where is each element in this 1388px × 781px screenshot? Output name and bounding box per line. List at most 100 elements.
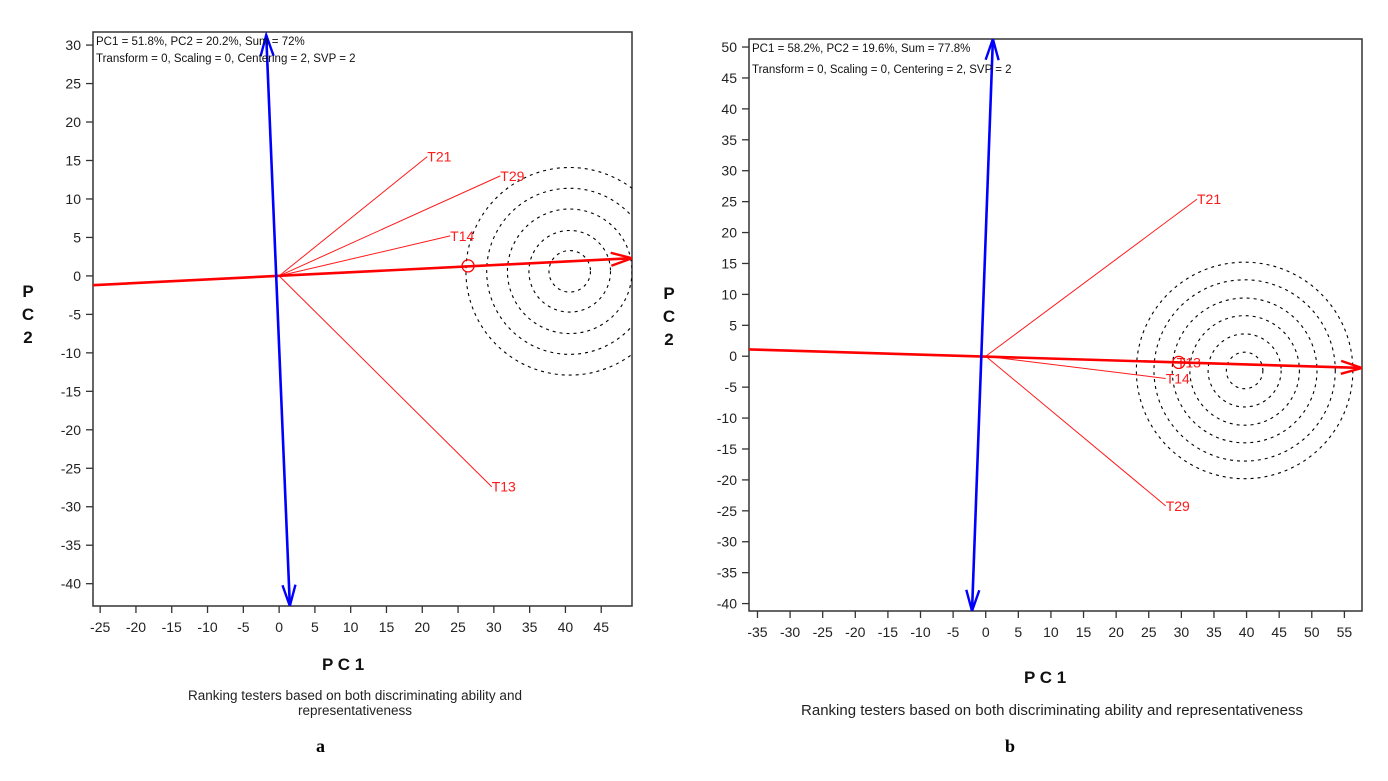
info-line-2: Transform = 0, Scaling = 0, Centering = … <box>96 53 356 65</box>
caption-b: Ranking testers based on both discrimina… <box>740 702 1364 719</box>
y-tick-label: -20 <box>717 472 737 488</box>
y-tick-label: -5 <box>725 379 738 395</box>
concentric-circle <box>486 187 632 355</box>
plot-area: T21T13T14T29 <box>749 39 1362 611</box>
y-tick-label: -15 <box>61 383 81 399</box>
panel-label-a: a <box>316 736 325 756</box>
aec-abscissa <box>749 348 1362 370</box>
aec-ordinate-arrowhead <box>965 589 981 611</box>
caption-a: Ranking testers based on both discrimina… <box>150 688 560 718</box>
y-tick-label: -40 <box>61 576 81 592</box>
y-tick-label: 40 <box>721 101 737 117</box>
x-tick-label: 30 <box>1174 624 1190 640</box>
x-tick-label: -5 <box>237 619 250 635</box>
plot-area: T21 T29 T14 T13 <box>93 32 632 606</box>
y-tick-label: 30 <box>721 163 737 179</box>
x-tick-label: -10 <box>910 624 930 640</box>
x-tick-label: -20 <box>845 624 865 640</box>
concentric-circle <box>548 249 592 293</box>
x-tick-label: 15 <box>379 619 395 635</box>
plot-frame <box>92 31 633 607</box>
x-tick-label: 45 <box>1271 624 1287 640</box>
concentric-circle <box>506 208 632 335</box>
y-tick-label: 5 <box>729 317 737 333</box>
y-tick-label: -15 <box>717 441 737 457</box>
y-tick-label: 20 <box>721 225 737 241</box>
y-tick-label: 15 <box>721 255 737 271</box>
info-line-1: PC1 = 51.8%, PC2 = 20.2%, Sum = 72% <box>96 36 305 48</box>
caption-a-line-2: representativeness <box>297 703 413 718</box>
x-tick-label: 35 <box>1206 624 1222 640</box>
aec-ordinate <box>970 39 995 611</box>
x-tick-label: -15 <box>162 619 182 635</box>
y-tick-label: 0 <box>729 348 737 364</box>
y-tick-label: 0 <box>73 268 81 284</box>
y-axis-label-b: P C 2 <box>662 284 676 349</box>
y-tick-label: -10 <box>61 345 81 361</box>
y-tick-label: 35 <box>721 132 737 148</box>
concentric-circle <box>1225 351 1264 390</box>
x-tick-label: 0 <box>275 619 283 635</box>
tester-vector-T29 <box>278 175 501 277</box>
concentric-circle <box>1171 297 1318 444</box>
y-tick-label: 5 <box>73 229 81 245</box>
x-tick-label: 10 <box>1043 624 1059 640</box>
y-tick-label: 10 <box>65 191 81 207</box>
x-axis-label-b: P C 1 <box>1024 668 1067 687</box>
tester-vector-T21 <box>985 198 1198 357</box>
x-tick-label: -30 <box>780 624 800 640</box>
x-tick-label: 25 <box>1141 624 1157 640</box>
y-axis-label-a: P C 2 <box>21 282 35 347</box>
plot-frame <box>748 38 1363 612</box>
x-tick-label: 40 <box>558 619 574 635</box>
tester-label-T13: T13 <box>492 479 516 495</box>
y-tick-label: 50 <box>721 39 737 55</box>
tester-vector-T14 <box>278 235 451 277</box>
tester-label-T29: T29 <box>1166 498 1190 514</box>
y-tick-label: 20 <box>65 114 81 130</box>
concentric-circle <box>528 229 612 313</box>
x-tick-label: 25 <box>450 619 466 635</box>
y-tick-label: -30 <box>717 534 737 550</box>
x-tick-label: -15 <box>878 624 898 640</box>
panel-label-b: b <box>1005 736 1016 756</box>
concentric-circle <box>1189 315 1300 426</box>
caption-b-line-1: Ranking testers based on both discrimina… <box>801 702 1303 719</box>
x-tick-label: 30 <box>486 619 502 635</box>
x-tick-label: 15 <box>1076 624 1092 640</box>
aec-ordinate-arrowhead <box>259 32 275 57</box>
tester-label-T21: T21 <box>427 149 451 165</box>
x-tick-label: -35 <box>747 624 767 640</box>
tester-label-T21: T21 <box>1197 191 1221 207</box>
tester-label-T29: T29 <box>500 168 524 184</box>
y-tick-label: -20 <box>61 422 81 438</box>
concentric-circle <box>465 166 632 376</box>
y-tick-label: 25 <box>65 76 81 92</box>
x-tick-label: 5 <box>311 619 319 635</box>
info-line-1: PC1 = 58.2%, PC2 = 19.6%, Sum = 77.8% <box>752 43 970 55</box>
biplot-b: -35 -30 -25 -20 -15 -10 -5 0 5 10 15 20 25 30 35 40 45 50… <box>717 38 1363 640</box>
x-tick-label: 55 <box>1337 624 1353 640</box>
aec-abscissa-arrowhead <box>610 251 632 267</box>
y-tick-label: 30 <box>65 37 81 53</box>
y-tick-label: -35 <box>61 537 81 553</box>
x-tick-label: -20 <box>126 619 146 635</box>
tester-vector-T29 <box>985 355 1167 507</box>
y-tick-label: -30 <box>61 499 81 515</box>
y-tick-label: -35 <box>717 565 737 581</box>
y-tick-label: 45 <box>721 70 737 86</box>
tester-vector-T21 <box>278 156 428 277</box>
aec-abscissa-arrowhead <box>1340 359 1362 375</box>
aec-ordinate <box>264 35 292 606</box>
x-tick-label: 20 <box>1108 624 1124 640</box>
x-tick-label: 5 <box>1014 624 1022 640</box>
tester-vector-T14 <box>985 355 1166 379</box>
y-tick-label: -5 <box>69 306 82 322</box>
biplot-a: -25 -20 -15 -10 -5 0 5 10 15 20 25 30 35 40 45 30 25 20 15… <box>61 31 633 635</box>
x-tick-label: -5 <box>947 624 960 640</box>
y-tick-label: -40 <box>717 596 737 612</box>
aec-ordinate-arrowhead <box>984 39 1000 61</box>
x-tick-label: 20 <box>414 619 430 635</box>
average-environment-marker <box>1172 355 1186 370</box>
